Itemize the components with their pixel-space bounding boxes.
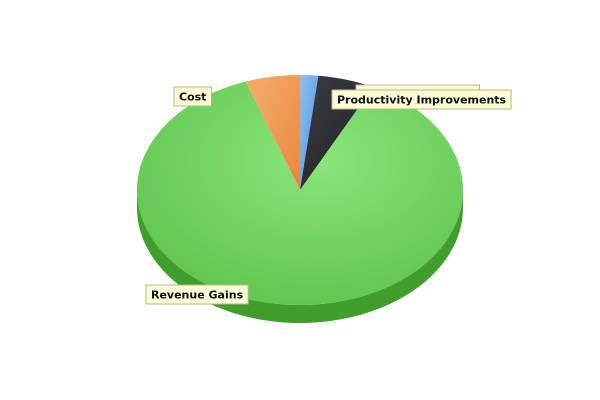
- slice-label-text: Revenue Gains: [151, 289, 244, 302]
- slice-label-box: [331, 89, 512, 110]
- slice-hard-cost-savings[interactable]: [300, 75, 319, 190]
- pie-slices: [137, 75, 463, 305]
- slice-label-cost: Cost: [173, 86, 212, 107]
- slice-label-text: Cost: [179, 91, 206, 104]
- slice-labels: Hard Cost SavingsProductivity Improvemen…: [145, 84, 512, 305]
- slice-revenue-gains[interactable]: [137, 81, 463, 305]
- slice-label-productivity-improvements: Productivity Improvements: [331, 89, 512, 110]
- slice-cost[interactable]: [245, 75, 300, 190]
- slice-label-revenue-gains: Revenue Gains: [145, 284, 249, 305]
- slice-label-box: [145, 284, 249, 305]
- slice-label-text: Productivity Improvements: [337, 94, 507, 107]
- slice-label-box: [173, 86, 212, 107]
